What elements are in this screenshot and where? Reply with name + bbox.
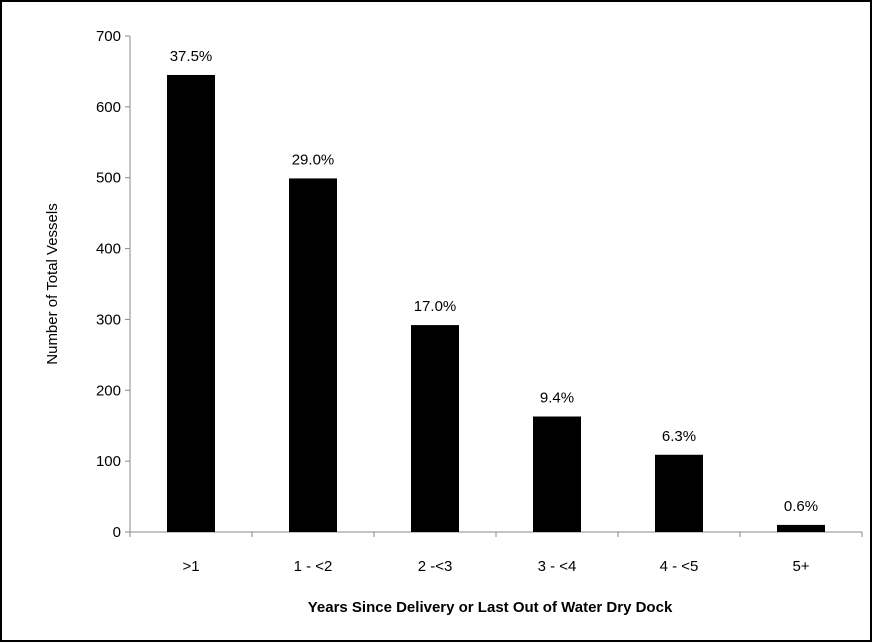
y-tick-label: 200 (96, 382, 121, 399)
y-tick-label: 600 (96, 99, 121, 116)
bars (167, 74, 825, 532)
y-tick-label: 100 (96, 453, 121, 470)
y-tick-label: 700 (96, 28, 121, 45)
x-tick-label: 1 - <2 (294, 558, 333, 575)
y-axis-title: Number of Total Vessels (44, 203, 61, 364)
x-tick-label: 5+ (792, 558, 809, 575)
data-label: 6.3% (662, 428, 696, 445)
bar (411, 325, 459, 532)
data-label: 29.0% (292, 151, 335, 168)
x-tick-label: 4 - <5 (660, 558, 699, 575)
bar (167, 74, 215, 532)
y-tick-label: 0 (113, 524, 121, 541)
bar (655, 454, 703, 532)
x-tick-label: 2 -<3 (418, 558, 453, 575)
data-label: 9.4% (540, 390, 574, 407)
data-label: 0.6% (784, 498, 818, 515)
x-axis-ticks: >1 1 - <2 2 -<3 3 - <4 4 - <5 5+ (129, 532, 863, 575)
y-axis-ticks: 0 100 200 300 400 500 600 700 (96, 28, 130, 541)
data-label: 17.0% (414, 298, 457, 315)
x-tick-label: 3 - <4 (538, 558, 577, 575)
y-tick-label: 500 (96, 170, 121, 187)
bar (289, 178, 337, 532)
data-labels: 37.5% 29.0% 17.0% 9.4% 6.3% 0.6% (170, 48, 818, 515)
y-tick-label: 400 (96, 241, 121, 258)
data-label: 37.5% (170, 48, 213, 65)
x-tick-label: >1 (182, 558, 199, 575)
bar (777, 524, 825, 532)
y-tick-label: 300 (96, 311, 121, 328)
x-axis-title: Years Since Delivery or Last Out of Wate… (308, 599, 673, 616)
bar (533, 416, 581, 532)
